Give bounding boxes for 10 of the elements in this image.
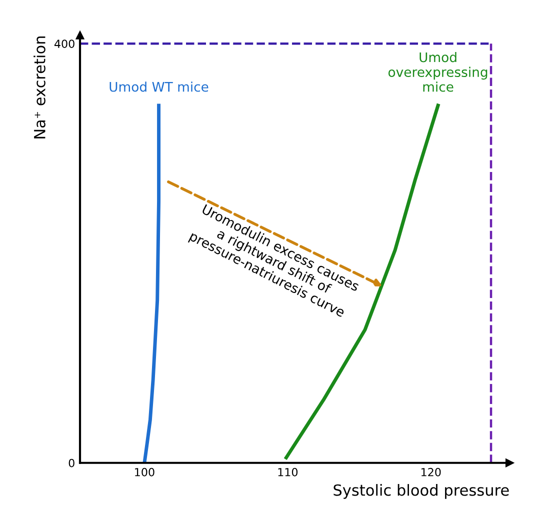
series-label: Umod WT mice <box>110 82 208 92</box>
x-axis-title: Systolic blood pressure <box>334 484 509 499</box>
text: Umod overexpressing mice <box>388 52 488 92</box>
y-tick-label: 400 <box>54 40 74 48</box>
x-tick-label: 100 <box>135 468 154 476</box>
line-series <box>142 104 161 463</box>
y-tick-label: 0 <box>68 458 74 468</box>
y-axis-title: Na⁺ excretion <box>34 36 46 138</box>
x-tick-label: 120 <box>421 468 441 476</box>
x-tick-label: 110 <box>278 468 298 476</box>
